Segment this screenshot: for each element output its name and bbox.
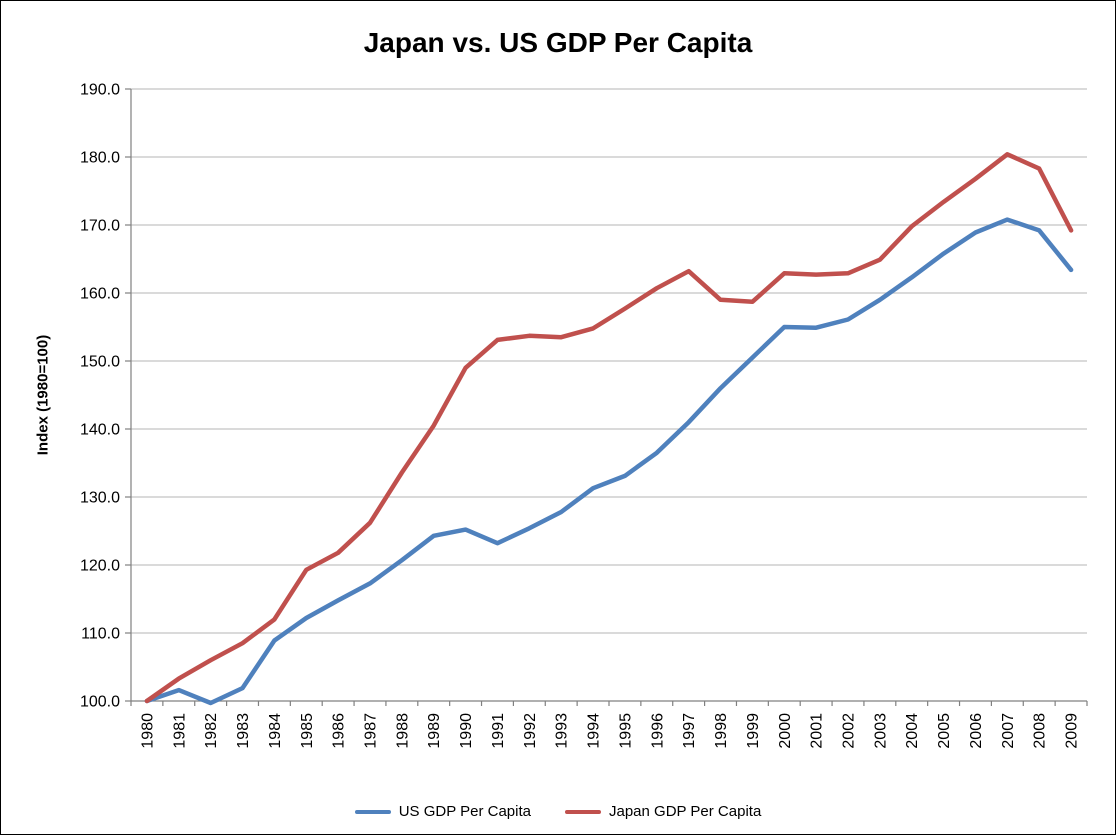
- legend: US GDP Per Capita Japan GDP Per Capita: [1, 803, 1115, 820]
- x-tick-label: 2006: [968, 713, 985, 749]
- y-tick-label: 190.0: [80, 82, 120, 99]
- x-tick-label: 1995: [617, 713, 634, 749]
- x-tick-label: 1981: [171, 713, 188, 749]
- x-tick-label: 1980: [139, 713, 156, 749]
- japan-series-label: Japan GDP Per Capita: [608, 803, 762, 820]
- y-tick-label: 110.0: [81, 626, 120, 643]
- x-tick-label: 1990: [458, 713, 475, 749]
- x-tick-label: 1999: [745, 713, 762, 749]
- x-tick-label: 2000: [777, 713, 794, 749]
- x-tick-label: 2007: [1000, 713, 1017, 749]
- x-tick-label: 2004: [904, 713, 921, 749]
- x-tick-label: 1984: [267, 713, 284, 749]
- y-tick-label: 120.0: [80, 558, 120, 575]
- x-tick-label: 1998: [713, 713, 730, 749]
- x-tick-label: 2008: [1032, 713, 1049, 749]
- y-tick-label: 140.0: [80, 422, 120, 439]
- x-tick-label: 2001: [809, 713, 826, 749]
- x-tick-label: 1988: [394, 713, 411, 749]
- x-tick-label: 1992: [522, 713, 539, 749]
- x-tick-label: 2005: [936, 713, 953, 749]
- chart-title: Japan vs. US GDP Per Capita: [363, 27, 753, 58]
- series-line-japan: [144, 152, 1074, 704]
- x-tick-label: 1983: [235, 713, 252, 749]
- x-tick-label: 1985: [299, 713, 316, 749]
- x-tick-label: 1987: [363, 713, 380, 749]
- x-tick-label: 1994: [586, 713, 603, 749]
- series-line-us: [144, 217, 1074, 706]
- y-tick-label: 160.0: [80, 286, 120, 303]
- x-tick-label: 1986: [331, 713, 348, 749]
- us-series-swatch: [354, 809, 391, 814]
- x-tick-label: 1993: [554, 713, 571, 749]
- y-tick-label: 130.0: [80, 490, 120, 507]
- y-tick-label: 180.0: [80, 150, 120, 167]
- y-tick-label: 170.0: [80, 218, 120, 235]
- us-series-label: US GDP Per Capita: [398, 803, 531, 820]
- japan-series-swatch: [564, 809, 601, 814]
- y-tick-label: 150.0: [80, 354, 120, 371]
- x-tick-label: 1996: [649, 713, 666, 749]
- x-tick-label: 2003: [872, 713, 889, 749]
- x-tick-label: 2002: [841, 713, 858, 749]
- legend-item-japan: Japan GDP Per Capita: [564, 803, 762, 820]
- x-tick-label: 2009: [1064, 713, 1081, 749]
- y-tick-label: 100.0: [80, 694, 120, 711]
- x-tick-label: 1982: [203, 713, 220, 749]
- x-tick-label: 1997: [681, 713, 698, 749]
- x-tick-label: 1991: [490, 713, 507, 749]
- x-tick-label: 1989: [426, 713, 443, 749]
- legend-item-us: US GDP Per Capita: [354, 803, 531, 820]
